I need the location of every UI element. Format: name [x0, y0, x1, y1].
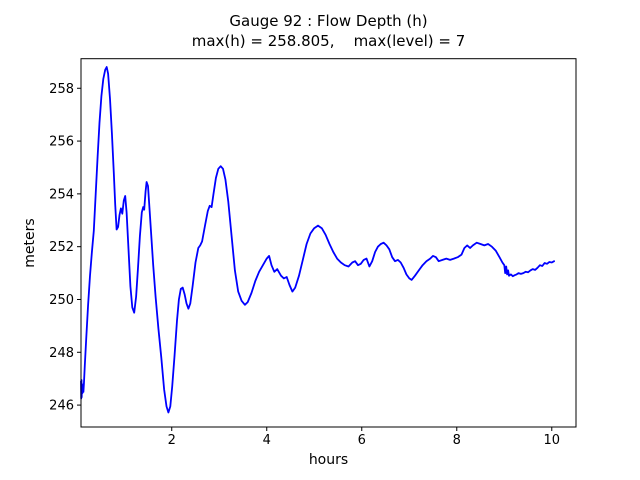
y-tick-label: 248: [49, 346, 74, 361]
data-line-flow-depth-h: [80, 66, 555, 414]
y-tick-label: 254: [49, 187, 74, 202]
axes-box: [80, 58, 577, 428]
y-tick-label: 246: [49, 399, 74, 414]
chart-subtitle: max(h) = 258.805, max(level) = 7: [191, 32, 466, 50]
y-tick-label: 256: [49, 135, 74, 150]
x-tick-label: 4: [263, 433, 271, 448]
y-tick-label: 258: [49, 82, 74, 97]
x-tick-label: 10: [543, 433, 560, 448]
chart-title: Gauge 92 : Flow Depth (h): [229, 12, 428, 30]
x-tick-label: 8: [453, 433, 461, 448]
x-tick-label: 6: [358, 433, 366, 448]
y-tick-label: 252: [49, 240, 74, 255]
x-tick-label: 2: [168, 433, 176, 448]
y-tick-label: 250: [49, 293, 74, 308]
x-axis-label: hours: [308, 452, 349, 468]
